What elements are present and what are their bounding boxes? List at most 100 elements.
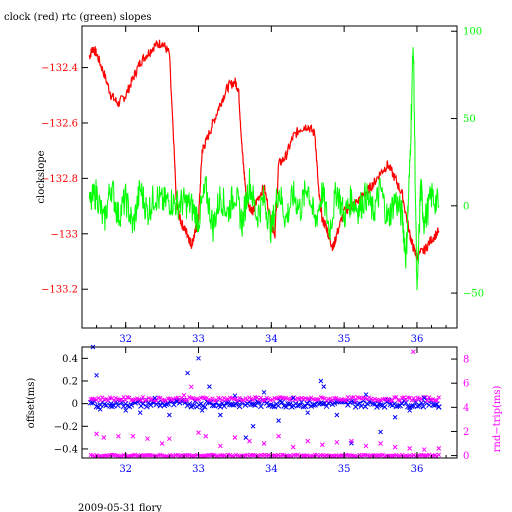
roundtrip-point	[167, 436, 172, 442]
rtc-slope-line	[88, 47, 440, 291]
y-tick-label: 0	[72, 399, 78, 410]
y2-tick-label: 50	[463, 114, 476, 125]
offset-point	[290, 395, 296, 401]
band-point	[304, 400, 311, 407]
x-tick-label: 32	[119, 334, 132, 345]
offset-point	[97, 406, 103, 412]
offset-point	[199, 408, 205, 413]
band-point	[420, 403, 427, 410]
bottom-series-marks	[87, 344, 442, 459]
band-point	[269, 403, 276, 410]
band-point	[123, 397, 128, 403]
roundtrip-point	[290, 444, 296, 450]
band-point	[147, 402, 154, 408]
band-point	[395, 403, 402, 409]
offset-point	[174, 399, 180, 404]
clock-slope-line	[88, 39, 440, 261]
offset-point	[137, 410, 143, 416]
band-point	[296, 402, 303, 409]
band-point	[381, 404, 388, 410]
offset-point	[94, 372, 99, 378]
y-tick-label: −133	[51, 229, 78, 240]
top-series-marks	[88, 39, 440, 291]
x-tick-label: 36	[411, 334, 424, 345]
y2-tick-label: 6	[463, 379, 469, 390]
band-point	[407, 395, 412, 400]
top-axes: 32 33 34 35 36 −132.4 −132.6 −132.8 −133 −133.2 10…	[41, 26, 484, 345]
band-point	[366, 398, 373, 405]
band-point	[98, 398, 103, 403]
band-point	[252, 402, 258, 408]
band-point	[191, 396, 196, 401]
band-point	[236, 403, 243, 410]
band-point	[251, 397, 256, 403]
y-tick-label: −0.4	[54, 444, 78, 455]
y-tick-label: −132.4	[41, 63, 78, 74]
offset-point	[152, 395, 158, 401]
band-point	[283, 403, 289, 410]
band-point	[374, 404, 380, 410]
band-point	[154, 398, 159, 403]
x-tick-label: 35	[338, 464, 351, 475]
band-point	[93, 403, 100, 410]
offset-point	[217, 412, 223, 418]
band-point	[385, 397, 392, 404]
offset-point	[363, 392, 369, 397]
roundtrip-point	[116, 433, 121, 439]
offset-point	[276, 418, 281, 423]
band-point	[300, 403, 307, 410]
y-tick-label: −133.2	[41, 285, 78, 296]
y2-tick-label: 8	[463, 355, 469, 366]
band-point	[362, 403, 369, 410]
band-point	[207, 399, 214, 406]
band-point	[390, 398, 395, 403]
roundtrip-point	[196, 430, 201, 436]
roundtrip-point	[319, 442, 325, 448]
roundtrip-point	[145, 436, 150, 442]
roundtrip-point	[410, 349, 416, 355]
x-tick-label: 33	[192, 334, 205, 345]
roundtrip-point	[247, 438, 252, 444]
x-tick-label: 35	[338, 334, 351, 345]
band-point	[201, 404, 208, 410]
band-point	[121, 394, 126, 400]
roundtrip-point	[159, 441, 165, 446]
band-point	[397, 398, 403, 403]
x-tick-label: 33	[192, 464, 205, 475]
roundtrip-point	[392, 444, 398, 450]
x-tick-label: 32	[119, 464, 132, 475]
y2-tick-label: 0	[463, 201, 469, 212]
roundtrip-point	[181, 392, 187, 398]
y2-tick-label: 4	[463, 403, 469, 414]
band-point	[302, 403, 309, 410]
top-plot-frame	[81, 25, 458, 329]
y-tick-label: 0.4	[62, 354, 78, 365]
roundtrip-point	[276, 433, 281, 439]
band-point	[370, 397, 376, 403]
footer-date-author: 2009-05-31 flory	[78, 503, 162, 512]
offset-point	[185, 370, 190, 376]
offset-point	[250, 423, 256, 429]
offset-point	[261, 389, 267, 395]
roundtrip-point	[130, 433, 136, 439]
band-point	[175, 395, 180, 400]
band-point	[138, 398, 144, 403]
band-point	[209, 402, 216, 409]
band-point	[436, 452, 441, 457]
band-point	[140, 401, 146, 407]
y-tick-label: −132.6	[41, 118, 78, 129]
offset-point	[167, 412, 172, 418]
bottom-y-axis-label: offset(ms)	[26, 378, 37, 429]
offset-point	[123, 408, 129, 413]
roundtrip-point	[436, 445, 442, 451]
band-point	[394, 394, 399, 400]
roundtrip-point	[232, 435, 238, 440]
roundtrip-point	[378, 441, 383, 446]
bottom-axes: 32 33 34 35 36 0.4 0.2 0 −0.2 −0.4 8 6 4 2 0	[54, 347, 469, 475]
y2-tick-label: 2	[463, 427, 469, 438]
roundtrip-point	[101, 435, 107, 440]
roundtrip-point	[217, 443, 223, 449]
roundtrip-point	[261, 441, 267, 446]
band-point	[114, 402, 121, 409]
